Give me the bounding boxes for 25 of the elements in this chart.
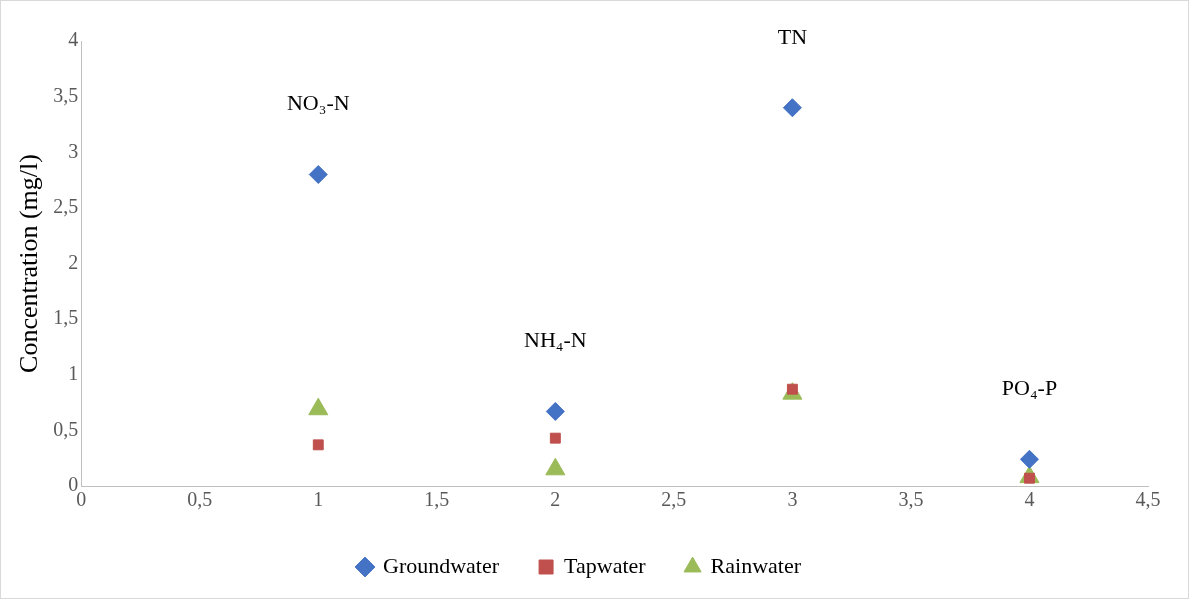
y-tick-label: 4 [68, 28, 79, 51]
x-tick-label: 2,5 [661, 488, 687, 511]
annotation: NO₃-N [286, 90, 350, 116]
y-tick-label: 3,5 [53, 83, 79, 106]
x-tick-label: 2 [550, 488, 561, 511]
x-tick-label: 3 [787, 488, 798, 511]
legend-label: Rainwater [710, 552, 802, 578]
x-tick-label: 0,5 [187, 488, 213, 511]
x-tick-label: 1 [313, 488, 324, 511]
y-tick-label: 1,5 [53, 306, 79, 329]
x-tick-label: 4,5 [1135, 488, 1161, 511]
y-tick-label: 3 [68, 139, 79, 162]
x-tick-label: 3,5 [898, 488, 924, 511]
y-tick-label: 2,5 [53, 195, 79, 218]
y-tick-label: 2 [68, 250, 79, 273]
annotation: TN [777, 23, 808, 49]
y-axis-title: Concentration (mg/l) [14, 154, 44, 373]
annotation: PO₄-P [1001, 375, 1058, 401]
legend-label: Groundwater [383, 552, 500, 578]
x-tick-label: 4 [1024, 488, 1035, 511]
annotation: NH₄-N [524, 327, 587, 353]
y-tick-label: 0,5 [53, 417, 79, 440]
legend-label: Tapwater [564, 552, 647, 578]
x-tick-label: 1,5 [424, 488, 450, 511]
y-tick-label: 1 [68, 362, 79, 384]
